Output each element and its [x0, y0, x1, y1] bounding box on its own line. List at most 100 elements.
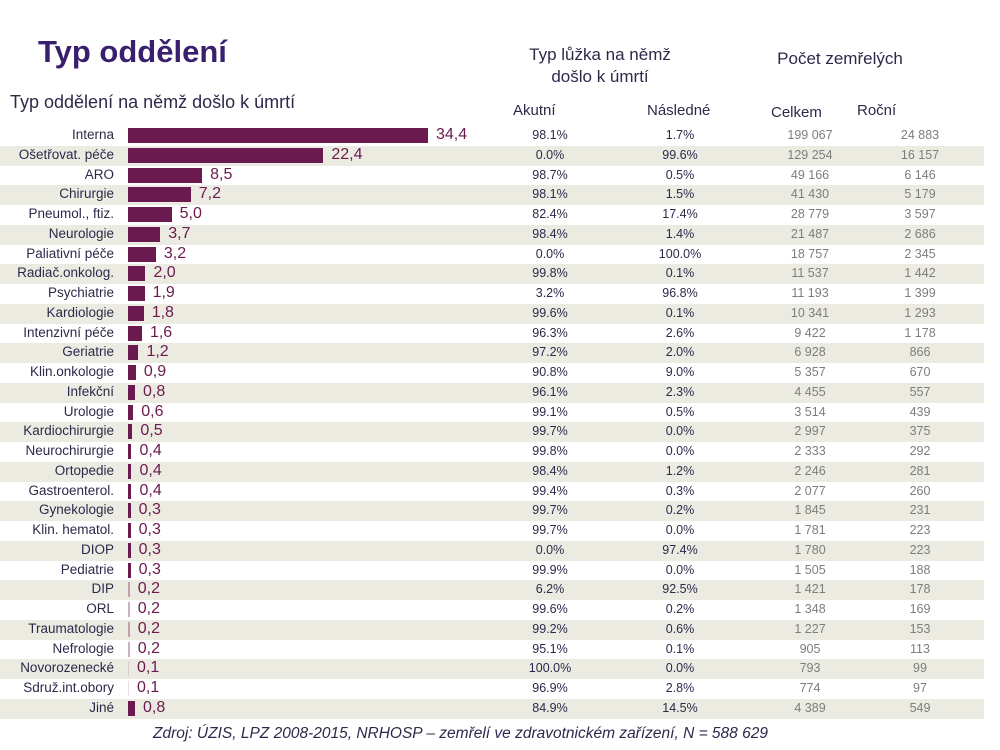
category-label: Klin.onkologie: [29, 364, 114, 379]
table-row: Kardiochirurgie 0,5 99.7% 0.0% 2 997 375: [0, 422, 984, 442]
bar: [128, 187, 191, 203]
rocni-cell: 99: [913, 661, 927, 676]
akutni-cell: 99.6%: [532, 602, 568, 616]
akutni-cell: 99.8%: [532, 444, 568, 458]
rocni-cell: 2 345: [904, 246, 936, 261]
bar: [128, 147, 324, 163]
table-row: Traumatologie 0,2 99.2% 0.6% 1 227 153: [0, 619, 984, 640]
category-label: Neurochirurgie: [25, 443, 114, 458]
akutni-cell: 90.8%: [532, 365, 568, 379]
bar: [128, 562, 131, 578]
rocni-cell: 1 442: [904, 266, 936, 281]
category-label: Geriatrie: [62, 344, 114, 360]
category-label: Gynekologie: [38, 502, 114, 518]
akutni-cell: 99.4%: [532, 483, 568, 498]
bar-value-label: 1,6: [149, 323, 173, 341]
nasledne-cell: 2.3%: [665, 384, 695, 399]
rocni-cell: 113: [910, 641, 930, 656]
bar-value-label: 0,3: [138, 540, 161, 558]
table-row: Kardiologie 1,8 99.6% 0.1% 10 341 1 293: [0, 303, 984, 324]
category-label: Gastroenterol.: [28, 482, 114, 498]
celkem-cell: 5 357: [794, 365, 826, 379]
akutni-cell: 0.0%: [535, 147, 565, 162]
col-header-nasledne: Následné: [647, 102, 711, 119]
akutni-cell: 96.3%: [532, 325, 568, 340]
bar: [128, 384, 135, 400]
bar-value-label: 1,9: [152, 284, 175, 301]
akutni-cell: 99.9%: [532, 562, 568, 577]
celkem-cell: 11 537: [791, 266, 829, 281]
celkem-cell: 1 781: [794, 523, 826, 537]
rocni-cell: 670: [909, 365, 931, 379]
col-header-celkem: Celkem: [771, 104, 822, 121]
category-label: Radiač.onkolog.: [17, 265, 114, 281]
bar: [128, 523, 131, 538]
celkem-cell: 1 348: [794, 602, 826, 616]
akutni-cell: 99.6%: [532, 305, 568, 320]
category-label: Jiné: [89, 699, 114, 715]
celkem-cell: 129 254: [787, 147, 833, 162]
rocni-cell: 557: [909, 384, 931, 399]
table-row: Gastroenterol. 0,4 99.4% 0.3% 2 077 260: [0, 482, 984, 502]
akutni-cell: 100.0%: [528, 661, 572, 676]
bar: [128, 266, 146, 282]
celkem-cell: 6 928: [794, 345, 826, 360]
category-label: Kardiochirurgie: [23, 423, 114, 439]
celkem-cell: 774: [799, 681, 821, 695]
table-row: ORL 0,2 99.6% 0.2% 1 348 169: [0, 600, 984, 620]
bar: [128, 226, 161, 242]
celkem-cell: 2 077: [794, 483, 826, 498]
celkem-cell: 10 341: [790, 305, 830, 320]
bar-value-label: 0,8: [142, 698, 166, 716]
rocni-cell: 439: [909, 404, 931, 419]
nasledne-cell: 92.5%: [662, 582, 698, 597]
rocni-cell: 16 157: [900, 147, 940, 162]
bar: [128, 503, 131, 519]
bar-value-label: 3,7: [168, 224, 191, 242]
table-row: ARO 8,5 98.7% 0.5% 49 166 6 146: [0, 166, 984, 186]
celkem-cell: 199 067: [787, 128, 833, 142]
bar: [128, 424, 133, 440]
table-row: Jiné 0,8 84.9% 14.5% 4 389 549: [0, 698, 984, 719]
bar-value-label: 3,2: [163, 244, 187, 262]
table-row: DIOP 0,3 0.0% 97.4% 1 780 223: [0, 540, 984, 561]
bar-value-label: 0,1: [137, 679, 160, 696]
bar-value-label: 7,2: [198, 185, 222, 203]
nasledne-cell: 17.4%: [662, 207, 698, 221]
bar-value-label: 0,3: [138, 521, 161, 538]
rocni-cell: 24 883: [900, 128, 940, 142]
bar: [128, 207, 172, 222]
category-label: Kardiologie: [46, 304, 114, 320]
nasledne-cell: 0.0%: [665, 523, 695, 537]
nasledne-cell: 0.1%: [665, 266, 695, 281]
category-label: Pediatrie: [60, 561, 114, 577]
rocni-cell: 260: [909, 483, 931, 498]
nasledne-cell: 1.7%: [665, 128, 695, 142]
akutni-cell: 0.0%: [535, 542, 565, 557]
celkem-cell: 1 845: [794, 503, 826, 518]
nasledne-cell: 9.0%: [665, 365, 695, 379]
bar: [128, 286, 145, 301]
category-label: Traumatologie: [28, 620, 114, 636]
page-title: Typ oddělení: [38, 34, 227, 69]
celkem-cell: 1 780: [794, 542, 826, 557]
category-label: Ortopedie: [54, 462, 114, 478]
table-row: DIP 0,2 6.2% 92.5% 1 421 178: [0, 580, 984, 600]
source-note: Zdroj: ÚZIS, LPZ 2008-2015, NRHOSP – zem…: [153, 725, 768, 742]
bar-value-label: 0,4: [139, 461, 162, 479]
bar: [128, 365, 136, 380]
akutni-cell: 98.1%: [532, 128, 568, 142]
category-label: DIP: [91, 581, 114, 597]
bar: [128, 621, 130, 637]
rocni-cell: 5 179: [904, 187, 936, 202]
bar: [128, 463, 132, 479]
bar: [128, 345, 139, 361]
rocni-cell: 375: [909, 424, 931, 439]
celkem-cell: 2 333: [794, 444, 826, 458]
bar-value-label: 0,9: [143, 363, 167, 380]
rocni-cell: 1 178: [904, 325, 936, 340]
chart-rows: Interna 34,4 98.1% 1.7% 199 067 24 883 Ošetřov…: [0, 126, 984, 719]
akutni-cell: 99.1%: [532, 404, 568, 419]
table-row: Neurochirurgie 0,4 99.8% 0.0% 2 333 292: [0, 442, 984, 462]
rocni-cell: 223: [909, 542, 931, 557]
